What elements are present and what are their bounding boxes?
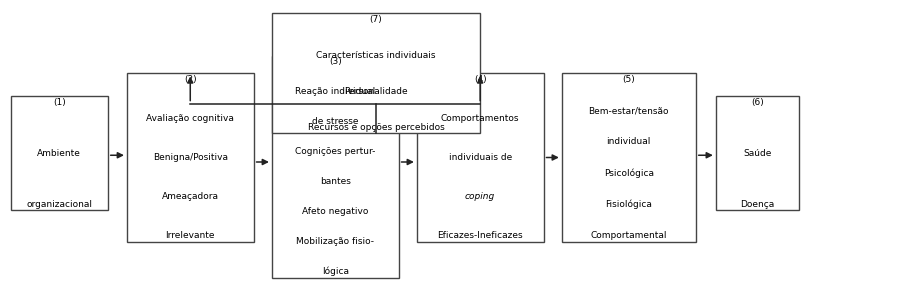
Text: Psicológica: Psicológica	[603, 168, 654, 178]
Text: (5): (5)	[622, 75, 635, 84]
Bar	[127, 74, 254, 242]
Text: Mobilização fisio-: Mobilização fisio-	[296, 237, 374, 246]
Text: Cognições pertur-: Cognições pertur-	[295, 147, 375, 156]
Text: Ameaçadora: Ameaçadora	[162, 192, 218, 201]
Text: coping: coping	[465, 192, 496, 201]
Text: Recursos e opções percebidos: Recursos e opções percebidos	[308, 123, 444, 132]
Text: Reação individual: Reação individual	[295, 87, 375, 96]
Text: Fisiológica: Fisiológica	[605, 200, 652, 209]
Text: (2): (2)	[184, 75, 197, 84]
Bar	[11, 96, 108, 210]
Text: Eficazes-Ineficazes: Eficazes-Ineficazes	[438, 231, 523, 240]
Bar	[272, 14, 480, 134]
Text: (4): (4)	[474, 75, 487, 84]
Text: Personalidade: Personalidade	[344, 87, 408, 96]
Text: individual: individual	[607, 137, 651, 146]
Bar	[272, 56, 399, 278]
Text: Saúde: Saúde	[743, 148, 772, 158]
Text: Comportamentos: Comportamentos	[441, 114, 519, 123]
Text: (7): (7)	[370, 15, 382, 24]
Text: Irrelevante: Irrelevante	[166, 231, 215, 240]
Text: Doença: Doença	[740, 200, 775, 208]
Text: bantes: bantes	[320, 177, 351, 186]
Text: individuais de: individuais de	[448, 153, 512, 162]
Text: Ambiente: Ambiente	[37, 148, 82, 158]
Text: (1): (1)	[53, 98, 66, 106]
Text: Avaliação cognitiva: Avaliação cognitiva	[147, 114, 234, 123]
Text: Afeto negativo: Afeto negativo	[302, 207, 369, 216]
Text: organizacional: organizacional	[26, 200, 92, 208]
Text: Benigna/Positiva: Benigna/Positiva	[153, 153, 227, 162]
Text: lógica: lógica	[322, 267, 349, 276]
Text: de stresse: de stresse	[312, 117, 359, 126]
Text: (6): (6)	[751, 98, 764, 106]
Bar	[417, 74, 544, 242]
Text: Comportamental: Comportamental	[591, 231, 667, 240]
Text: (3): (3)	[329, 57, 342, 66]
Bar	[562, 74, 696, 242]
Text: Características individuais: Características individuais	[316, 51, 436, 60]
Bar	[716, 96, 799, 210]
Text: Bem-estar/tensão: Bem-estar/tensão	[589, 106, 669, 115]
